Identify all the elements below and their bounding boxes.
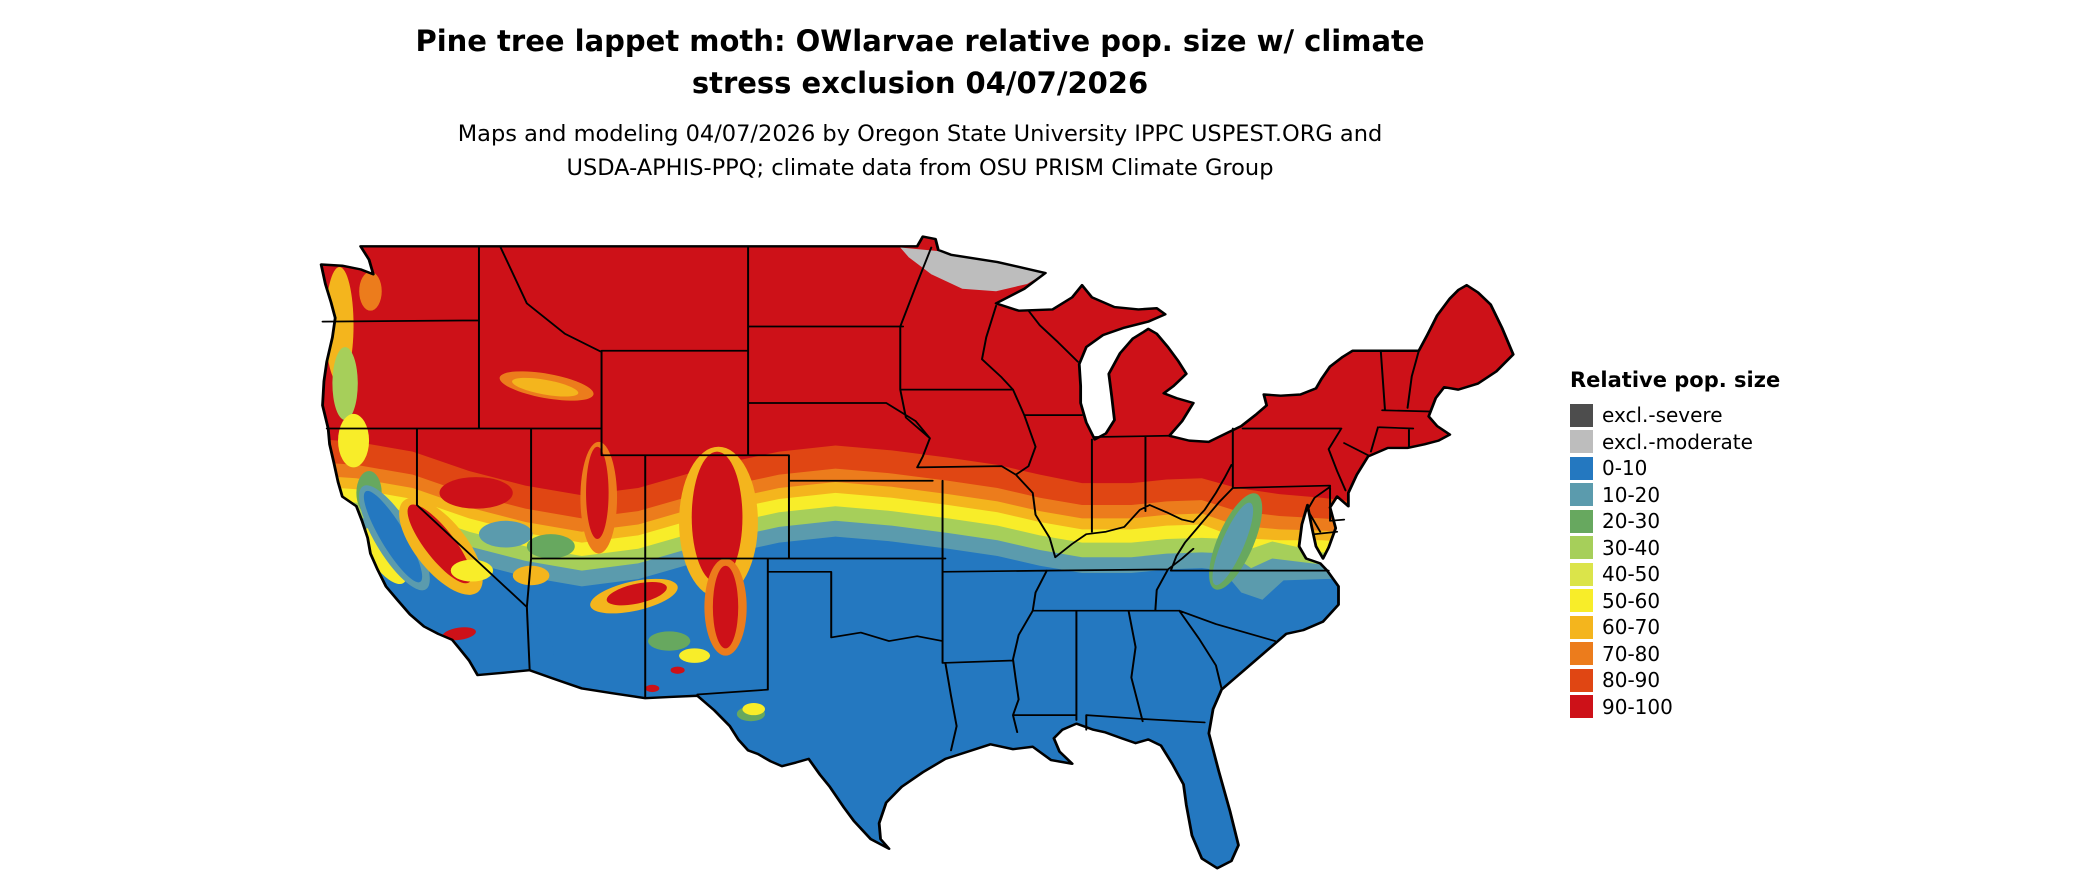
legend-item-70-80: 70-80 <box>1570 641 1780 668</box>
legend-item-excl-severe: excl.-severe <box>1570 402 1780 429</box>
us-outline <box>319 235 1515 870</box>
legend-swatch <box>1570 456 1593 480</box>
legend-label: 10-20 <box>1602 482 1661 507</box>
legend-label: 70-80 <box>1602 641 1661 666</box>
legend: Relative pop. size excl.-severe excl.-mo… <box>1570 368 1780 720</box>
legend-label: 40-50 <box>1602 562 1661 587</box>
band-0-10 <box>321 528 1514 869</box>
legend-item-50-60: 50-60 <box>1570 588 1780 615</box>
legend-swatch <box>1570 430 1593 454</box>
legend-label: 30-40 <box>1602 535 1661 560</box>
title-line-2: stress exclusion 04/07/2026 <box>691 66 1149 101</box>
appalachian-patches <box>1209 493 1263 590</box>
legend-label: 0-10 <box>1602 456 1648 481</box>
legend-label: 90-100 <box>1602 694 1673 719</box>
legend-swatch <box>1570 536 1593 560</box>
legend-item-30-40: 30-40 <box>1570 535 1780 562</box>
legend-item-80-90: 80-90 <box>1570 667 1780 694</box>
legend-swatch <box>1570 642 1593 666</box>
legend-swatch <box>1570 695 1593 719</box>
us-map <box>300 222 1540 884</box>
legend-label: 80-90 <box>1602 668 1661 693</box>
legend-item-excl-moderate: excl.-moderate <box>1570 429 1780 456</box>
legend-title: Relative pop. size <box>1570 368 1781 392</box>
legend-item-40-50: 40-50 <box>1570 561 1780 588</box>
legend-label: 60-70 <box>1602 615 1661 640</box>
legend-item-10-20: 10-20 <box>1570 482 1780 509</box>
header: Pine tree lappet moth: OWlarvae relative… <box>0 20 1840 186</box>
legend-item-90-100: 90-100 <box>1570 694 1780 721</box>
legend-swatch <box>1570 589 1593 613</box>
legend-swatch <box>1570 668 1593 692</box>
page-title: Pine tree lappet moth: OWlarvae relative… <box>0 20 1840 104</box>
us-map-svg <box>319 235 1515 870</box>
raster-bands <box>321 236 1514 869</box>
state-borders <box>321 245 1432 752</box>
legend-swatch <box>1570 403 1593 427</box>
legend-swatch <box>1570 615 1593 639</box>
page-subtitle: Maps and modeling 04/07/2026 by Oregon S… <box>0 118 1840 186</box>
legend-label: excl.-severe <box>1602 403 1723 428</box>
legend-swatch <box>1570 562 1593 586</box>
legend-swatch <box>1570 509 1593 533</box>
legend-label: 20-30 <box>1602 509 1661 534</box>
legend-item-20-30: 20-30 <box>1570 508 1780 535</box>
legend-swatch <box>1570 483 1593 507</box>
subtitle-line-2: USDA-APHIS-PPQ; climate data from OSU PR… <box>566 154 1274 181</box>
subtitle-line-1: Maps and modeling 04/07/2026 by Oregon S… <box>457 121 1383 148</box>
exclusion-moderate-region <box>900 247 1046 292</box>
legend-label: 50-60 <box>1602 588 1661 613</box>
legend-item-0-10: 0-10 <box>1570 455 1780 482</box>
legend-item-60-70: 60-70 <box>1570 614 1780 641</box>
title-line-1: Pine tree lappet moth: OWlarvae relative… <box>415 24 1425 58</box>
legend-label: excl.-moderate <box>1602 429 1753 454</box>
